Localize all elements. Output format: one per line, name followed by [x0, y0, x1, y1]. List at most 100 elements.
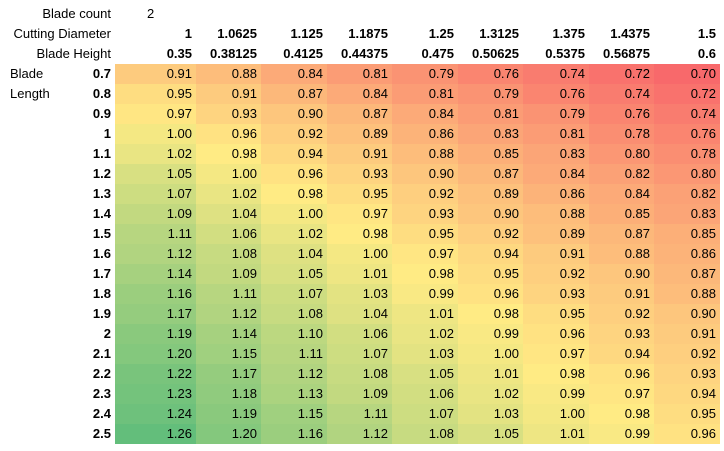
blade-height-cell[interactable]: 0.50625 — [472, 46, 519, 61]
value-cell[interactable]: 0.79 — [458, 84, 523, 104]
value-cell[interactable]: 1.12 — [196, 304, 261, 324]
value-cell[interactable]: 0.89 — [327, 124, 392, 144]
value-cell[interactable]: 0.93 — [654, 364, 720, 384]
value-cell[interactable]: 1.14 — [115, 264, 196, 284]
value-cell[interactable]: 1.05 — [392, 364, 458, 384]
value-cell[interactable]: 0.95 — [654, 404, 720, 424]
blade-length-cell[interactable]: 0.7 — [92, 66, 111, 81]
blade-length-cell[interactable]: 2.5 — [92, 426, 111, 441]
value-cell[interactable]: 1.26 — [115, 424, 196, 444]
value-cell[interactable]: 0.97 — [392, 244, 458, 264]
value-cell[interactable]: 0.78 — [654, 144, 720, 164]
value-cell[interactable]: 1.12 — [115, 244, 196, 264]
value-cell[interactable]: 1.17 — [196, 364, 261, 384]
value-cell[interactable]: 1.05 — [261, 264, 327, 284]
value-cell[interactable]: 0.97 — [115, 104, 196, 124]
value-cell[interactable]: 0.84 — [327, 84, 392, 104]
value-cell[interactable]: 1.04 — [327, 304, 392, 324]
value-cell[interactable]: 1.12 — [261, 364, 327, 384]
value-cell[interactable]: 1.20 — [196, 424, 261, 444]
value-cell[interactable]: 1.00 — [458, 344, 523, 364]
value-cell[interactable]: 0.98 — [392, 264, 458, 284]
value-cell[interactable]: 0.92 — [589, 304, 654, 324]
value-cell[interactable]: 0.76 — [654, 124, 720, 144]
value-cell[interactable]: 0.90 — [589, 264, 654, 284]
value-cell[interactable]: 1.17 — [115, 304, 196, 324]
value-cell[interactable]: 0.82 — [654, 184, 720, 204]
blade-height-cell[interactable]: 0.475 — [421, 46, 454, 61]
value-cell[interactable]: 0.84 — [261, 64, 327, 84]
value-cell[interactable]: 1.00 — [196, 164, 261, 184]
value-cell[interactable]: 0.98 — [196, 144, 261, 164]
value-cell[interactable]: 1.14 — [196, 324, 261, 344]
value-cell[interactable]: 1.23 — [115, 384, 196, 404]
value-cell[interactable]: 1.07 — [261, 284, 327, 304]
value-cell[interactable]: 0.97 — [589, 384, 654, 404]
blade-height-cell[interactable]: 0.38125 — [210, 46, 257, 61]
value-cell[interactable]: 1.02 — [392, 324, 458, 344]
value-cell[interactable]: 1.06 — [392, 384, 458, 404]
value-cell[interactable]: 0.86 — [654, 244, 720, 264]
value-cell[interactable]: 1.10 — [261, 324, 327, 344]
value-cell[interactable]: 0.76 — [589, 104, 654, 124]
value-cell[interactable]: 1.11 — [261, 344, 327, 364]
value-cell[interactable]: 0.70 — [654, 64, 720, 84]
value-cell[interactable]: 0.99 — [523, 384, 589, 404]
value-cell[interactable]: 1.15 — [196, 344, 261, 364]
value-cell[interactable]: 0.94 — [654, 384, 720, 404]
value-cell[interactable]: 0.84 — [523, 164, 589, 184]
value-cell[interactable]: 0.94 — [589, 344, 654, 364]
value-cell[interactable]: 0.85 — [589, 204, 654, 224]
blade-length-cell[interactable]: 0.9 — [92, 106, 111, 121]
value-cell[interactable]: 0.99 — [392, 284, 458, 304]
blade-length-cell[interactable]: 2.2 — [92, 366, 111, 381]
value-cell[interactable]: 1.05 — [458, 424, 523, 444]
blade-length-cell[interactable]: 1.8 — [92, 286, 111, 301]
value-cell[interactable]: 0.98 — [589, 404, 654, 424]
value-cell[interactable]: 1.01 — [392, 304, 458, 324]
value-cell[interactable]: 0.95 — [327, 184, 392, 204]
value-cell[interactable]: 1.12 — [327, 424, 392, 444]
blade-length-cell[interactable]: 1.1 — [92, 146, 111, 161]
value-cell[interactable]: 0.91 — [523, 244, 589, 264]
value-cell[interactable]: 0.98 — [458, 304, 523, 324]
value-cell[interactable]: 0.87 — [327, 104, 392, 124]
value-cell[interactable]: 0.97 — [523, 344, 589, 364]
cutting-diameter-cell[interactable]: 1.0625 — [217, 26, 257, 41]
value-cell[interactable]: 1.06 — [327, 324, 392, 344]
value-cell[interactable]: 0.99 — [458, 324, 523, 344]
value-cell[interactable]: 0.87 — [589, 224, 654, 244]
value-cell[interactable]: 0.89 — [458, 184, 523, 204]
value-cell[interactable]: 0.83 — [654, 204, 720, 224]
value-cell[interactable]: 1.04 — [196, 204, 261, 224]
value-cell[interactable]: 0.81 — [327, 64, 392, 84]
blade-height-cell[interactable]: 0.44375 — [341, 46, 388, 61]
value-cell[interactable]: 0.84 — [392, 104, 458, 124]
value-cell[interactable]: 0.83 — [523, 144, 589, 164]
value-cell[interactable]: 1.02 — [261, 224, 327, 244]
value-cell[interactable]: 0.90 — [261, 104, 327, 124]
value-cell[interactable]: 0.93 — [523, 284, 589, 304]
value-cell[interactable]: 1.22 — [115, 364, 196, 384]
value-cell[interactable]: 0.96 — [589, 364, 654, 384]
value-cell[interactable]: 0.82 — [589, 164, 654, 184]
blade-length-cell[interactable]: 1.5 — [92, 226, 111, 241]
value-cell[interactable]: 1.01 — [458, 364, 523, 384]
value-cell[interactable]: 0.94 — [458, 244, 523, 264]
value-cell[interactable]: 0.96 — [261, 164, 327, 184]
blade-height-cell[interactable]: 0.5375 — [545, 46, 585, 61]
value-cell[interactable]: 1.01 — [523, 424, 589, 444]
value-cell[interactable]: 0.87 — [261, 84, 327, 104]
value-cell[interactable]: 1.08 — [196, 244, 261, 264]
value-cell[interactable]: 0.92 — [523, 264, 589, 284]
blade-length-cell[interactable]: 1.4 — [92, 206, 111, 221]
value-cell[interactable]: 1.02 — [115, 144, 196, 164]
value-cell[interactable]: 1.07 — [115, 184, 196, 204]
value-cell[interactable]: 0.85 — [654, 224, 720, 244]
blade-height-cell[interactable]: 0.35 — [166, 46, 192, 61]
value-cell[interactable]: 1.02 — [458, 384, 523, 404]
value-cell[interactable]: 1.00 — [523, 404, 589, 424]
value-cell[interactable]: 0.81 — [523, 124, 589, 144]
value-cell[interactable]: 0.87 — [458, 164, 523, 184]
blade-length-cell[interactable]: 0.8 — [92, 86, 111, 101]
